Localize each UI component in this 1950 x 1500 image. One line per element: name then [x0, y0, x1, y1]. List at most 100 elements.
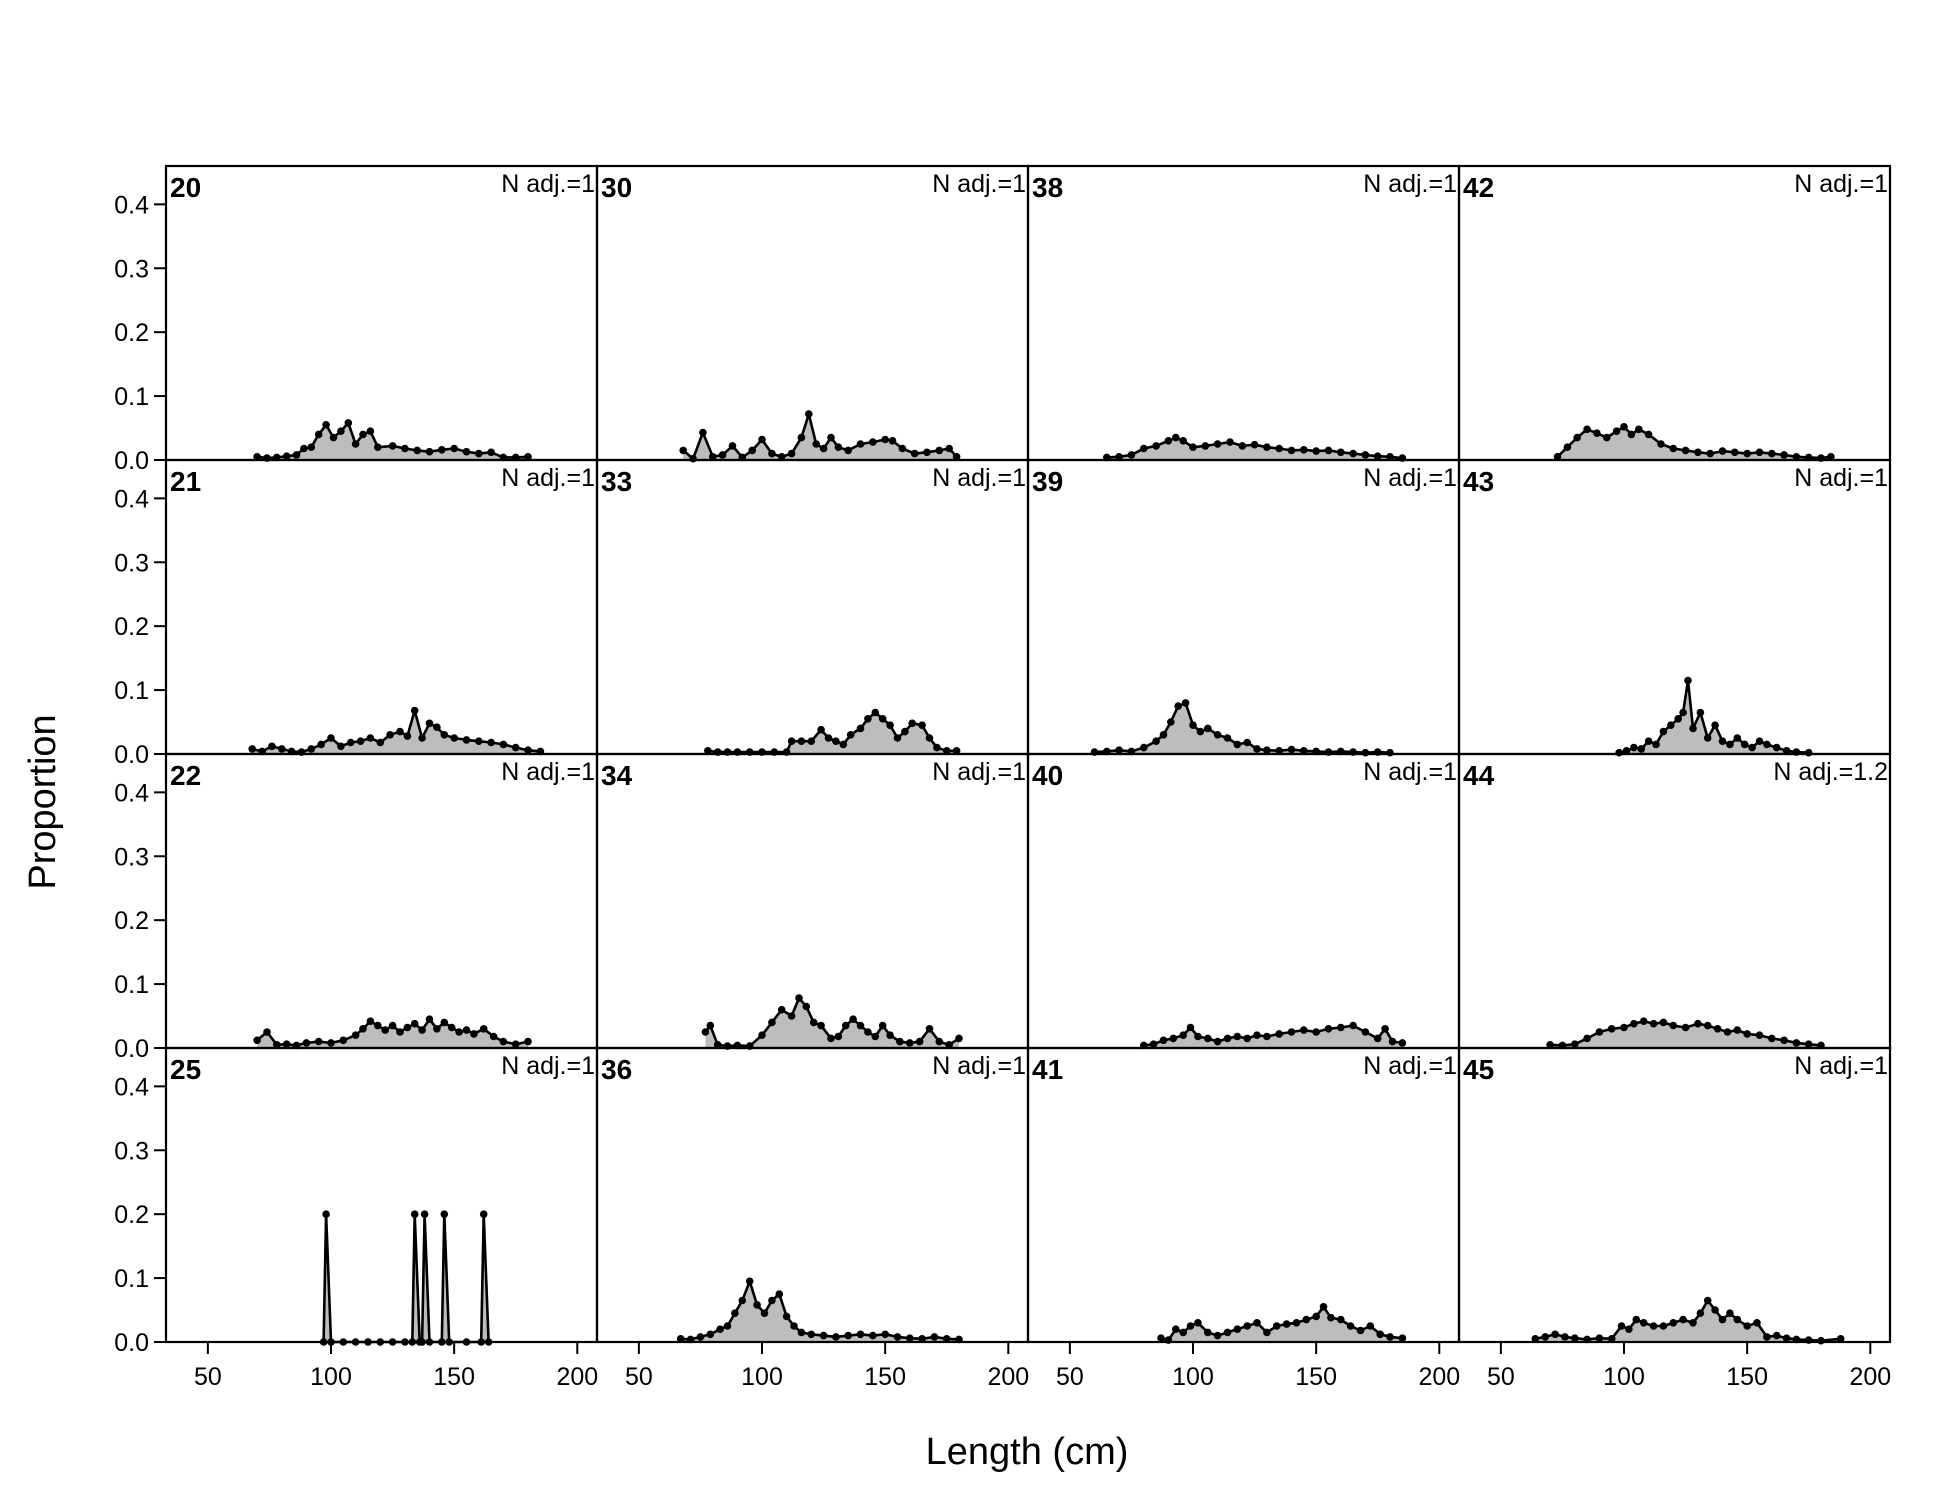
data-point: [1667, 721, 1675, 729]
data-point: [1546, 1041, 1554, 1049]
data-point: [1595, 1334, 1604, 1342]
data-point: [945, 1041, 953, 1049]
data-point: [1275, 1030, 1283, 1038]
data-point: [1223, 1328, 1232, 1337]
data-point: [918, 1335, 926, 1343]
data-point: [425, 447, 434, 456]
panel-frame: [164, 1046, 599, 1344]
data-point: [489, 1032, 498, 1041]
x-tick-label: 100: [1172, 1363, 1214, 1391]
data-point: [1669, 1319, 1678, 1327]
data-point: [307, 745, 316, 753]
data-point: [881, 435, 889, 444]
data-point: [433, 1025, 441, 1033]
data-point: [1659, 1322, 1668, 1330]
panel-45: 45 N adj.=1: [1457, 1046, 1892, 1345]
data-point: [1780, 1036, 1788, 1045]
data-point: [1561, 1333, 1569, 1341]
data-point: [438, 446, 446, 454]
data-point: [1763, 740, 1771, 749]
data-point: [933, 743, 941, 752]
data-point: [1726, 740, 1734, 749]
data-point: [1337, 448, 1345, 457]
data-point: [864, 1028, 872, 1036]
data-point: [856, 440, 865, 448]
data-point: [1356, 1326, 1365, 1335]
data-point: [1632, 1315, 1641, 1324]
data-point: [462, 447, 471, 456]
data-point: [1726, 1309, 1734, 1317]
data-point: [819, 1331, 828, 1340]
data-point: [1731, 448, 1739, 457]
area-fill-40: [1143, 1025, 1403, 1048]
data-point: [1263, 1032, 1271, 1041]
data-point: [738, 1296, 747, 1305]
panel-frame: [1026, 1046, 1461, 1344]
data-point: [1115, 453, 1123, 461]
data-point: [1615, 748, 1623, 757]
data-point: [366, 734, 375, 742]
x-tick-label: 50: [194, 1363, 222, 1391]
data-point: [1196, 727, 1205, 736]
data-point: [942, 747, 951, 755]
data-point: [268, 742, 276, 751]
y-tick-label: 0.0: [114, 447, 149, 475]
data-point: [768, 449, 776, 458]
data-point: [1361, 451, 1370, 459]
data-point: [410, 1210, 419, 1218]
data-point: [1140, 743, 1148, 752]
y-tick-label: 0.1: [114, 677, 149, 705]
data-point: [524, 1037, 532, 1046]
data-point: [366, 427, 375, 436]
data-point: [1551, 1330, 1559, 1339]
data-point: [1386, 748, 1394, 757]
area-fill-25: [323, 1214, 489, 1342]
data-point: [1194, 1032, 1202, 1041]
data-point: [1312, 1312, 1320, 1321]
data-point: [388, 1021, 397, 1030]
data-point: [1718, 447, 1727, 455]
data-point: [704, 747, 712, 755]
data-point: [728, 442, 737, 450]
data-point: [925, 734, 934, 742]
panel-frame: [595, 752, 1030, 1050]
y-tick-label: 0.4: [114, 779, 149, 807]
data-point: [1179, 437, 1187, 445]
data-point: [1127, 451, 1136, 459]
data-point: [1607, 1025, 1616, 1033]
data-point: [1827, 453, 1835, 461]
panel-label: 22: [170, 760, 201, 791]
data-point: [1149, 1040, 1158, 1048]
data-point: [1243, 1034, 1251, 1043]
data-point: [351, 1031, 360, 1039]
data-point: [273, 1041, 281, 1049]
data-point: [1337, 1315, 1345, 1324]
panel-frame: [1026, 752, 1461, 1050]
data-point: [777, 1005, 786, 1014]
data-point: [844, 1331, 852, 1340]
data-point: [1327, 1313, 1335, 1322]
data-point: [401, 444, 409, 453]
data-point: [910, 449, 919, 458]
data-point: [1553, 453, 1562, 461]
data-point: [952, 453, 961, 461]
data-point: [1755, 1031, 1764, 1039]
area-fill-44: [1550, 1021, 1821, 1048]
data-point: [1782, 1334, 1791, 1342]
data-point: [1817, 1336, 1825, 1345]
data-point: [1630, 743, 1638, 752]
data-point: [1792, 453, 1801, 461]
y-tick-label: 0.1: [114, 383, 149, 411]
panel-label: 44: [1463, 760, 1495, 791]
data-point: [403, 1023, 412, 1032]
data-point: [433, 723, 441, 731]
data-point: [1694, 448, 1702, 457]
x-tick-label: 200: [1418, 1363, 1460, 1391]
data-point: [819, 444, 828, 453]
x-tick-label: 150: [1726, 1363, 1768, 1391]
data-point: [1223, 734, 1232, 742]
panel-label: 20: [170, 172, 201, 203]
panel-39: 39 N adj.=1: [1026, 458, 1461, 757]
n-adj-label: N adj.=1: [501, 758, 595, 786]
